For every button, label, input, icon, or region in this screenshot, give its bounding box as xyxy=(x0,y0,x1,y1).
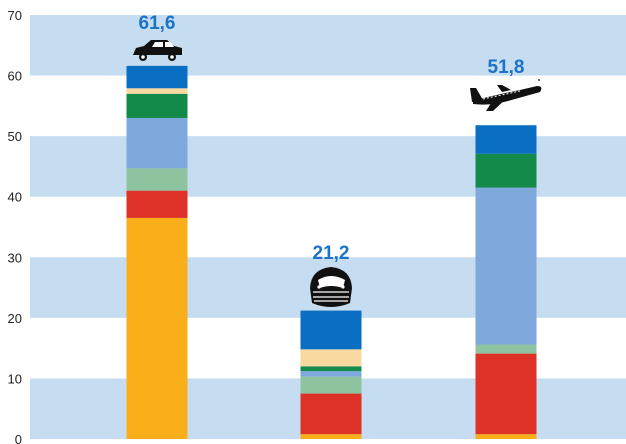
bar-segment-car-7 xyxy=(126,65,188,89)
car-icon xyxy=(133,40,182,61)
grid-band xyxy=(30,136,626,197)
bar-segment-car-6 xyxy=(126,88,188,94)
bars xyxy=(126,65,537,439)
bar-segment-train-2 xyxy=(300,393,362,435)
y-tick-label: 50 xyxy=(8,129,22,144)
total-label-train: 21,2 xyxy=(313,243,350,264)
train-icon xyxy=(310,267,352,307)
bar-segment-train-4 xyxy=(300,371,362,377)
y-tick-label: 40 xyxy=(8,190,22,205)
bar-segment-plane-5 xyxy=(475,153,537,188)
y-tick-label: 20 xyxy=(8,311,22,326)
total-labels: 61,6 21,2 51,8 xyxy=(139,13,525,264)
y-tick-label: 30 xyxy=(8,250,22,265)
bar-segment-train-5 xyxy=(300,366,362,372)
bar-segment-car-5 xyxy=(126,93,188,118)
grid-band xyxy=(30,15,626,76)
bar-segment-car-3 xyxy=(126,168,188,191)
y-tick-label: 0 xyxy=(15,432,22,444)
y-tick-label: 70 xyxy=(8,8,22,23)
y-tick-label: 10 xyxy=(8,371,22,386)
bar-segment-train-1 xyxy=(300,434,362,439)
y-axis-ticks: 0 10 20 30 40 50 60 70 xyxy=(8,8,22,444)
bar-segment-plane-7 xyxy=(475,125,537,154)
y-tick-label: 60 xyxy=(8,69,22,84)
bar-segment-train-3 xyxy=(300,376,362,394)
bar-segment-car-2 xyxy=(126,190,188,218)
plane-icon xyxy=(470,79,542,111)
bar-segment-plane-4 xyxy=(475,187,537,345)
bar-segment-train-6 xyxy=(300,349,362,367)
bar-segment-plane-3 xyxy=(475,344,537,354)
bar-segment-plane-2 xyxy=(475,353,537,435)
total-label-plane: 51,8 xyxy=(488,57,525,78)
bar-segment-plane-1 xyxy=(475,434,537,439)
bar-segment-train-7 xyxy=(300,310,362,350)
bar-segment-car-1 xyxy=(126,217,188,439)
total-label-car: 61,6 xyxy=(139,13,176,34)
bar-segment-car-4 xyxy=(126,117,188,169)
